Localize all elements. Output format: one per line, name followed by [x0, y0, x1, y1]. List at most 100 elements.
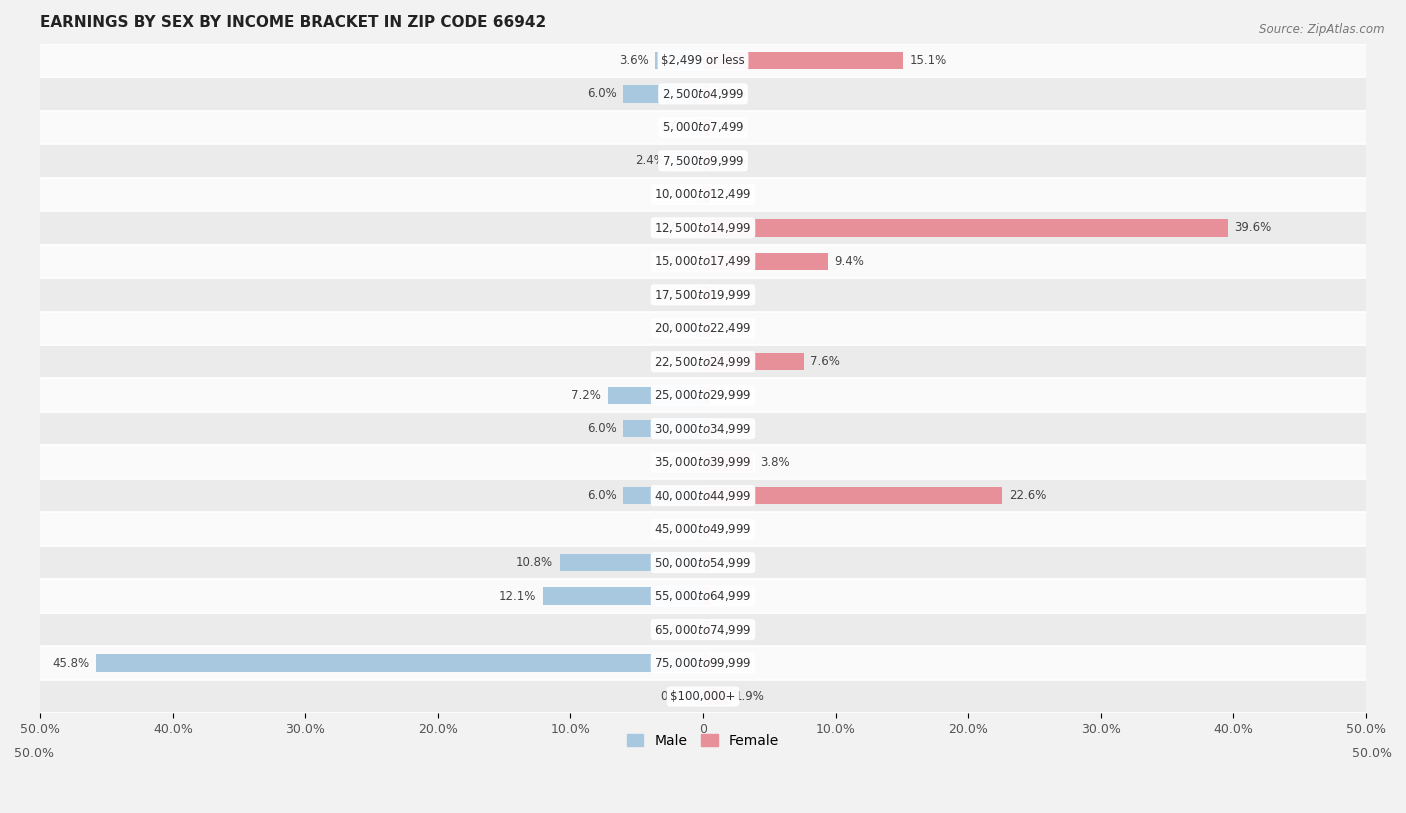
Text: 0.0%: 0.0%: [716, 657, 745, 670]
Text: 0.0%: 0.0%: [716, 87, 745, 100]
Text: $25,000 to $29,999: $25,000 to $29,999: [654, 389, 752, 402]
Text: 45.8%: 45.8%: [52, 657, 90, 670]
Bar: [623, 487, 703, 504]
Bar: [41, 211, 1365, 245]
Text: 3.6%: 3.6%: [619, 54, 648, 67]
Bar: [41, 278, 1365, 311]
Text: $20,000 to $22,499: $20,000 to $22,499: [654, 321, 752, 335]
Text: $75,000 to $99,999: $75,000 to $99,999: [654, 656, 752, 670]
Bar: [703, 454, 754, 471]
Bar: [696, 119, 703, 136]
Bar: [703, 185, 710, 203]
Text: $55,000 to $64,999: $55,000 to $64,999: [654, 589, 752, 603]
Bar: [41, 311, 1365, 345]
Text: $45,000 to $49,999: $45,000 to $49,999: [654, 522, 752, 536]
Bar: [671, 152, 703, 170]
Bar: [41, 345, 1365, 379]
Text: 0.0%: 0.0%: [661, 254, 690, 267]
Bar: [703, 654, 710, 672]
Text: 6.0%: 6.0%: [588, 422, 617, 435]
Text: 0.0%: 0.0%: [716, 289, 745, 302]
Text: 0.0%: 0.0%: [716, 623, 745, 636]
Text: 39.6%: 39.6%: [1234, 221, 1271, 234]
Bar: [41, 177, 1365, 211]
Text: 0.0%: 0.0%: [661, 322, 690, 335]
Text: $40,000 to $44,999: $40,000 to $44,999: [654, 489, 752, 502]
Bar: [703, 52, 903, 69]
Bar: [543, 588, 703, 605]
Text: 2.4%: 2.4%: [634, 154, 665, 167]
Text: 50.0%: 50.0%: [14, 747, 53, 760]
Text: 0.0%: 0.0%: [716, 121, 745, 134]
Bar: [703, 286, 710, 303]
Text: 0.0%: 0.0%: [661, 221, 690, 234]
Bar: [703, 152, 710, 170]
Bar: [41, 512, 1365, 546]
Bar: [607, 386, 703, 404]
Text: EARNINGS BY SEX BY INCOME BRACKET IN ZIP CODE 66942: EARNINGS BY SEX BY INCOME BRACKET IN ZIP…: [41, 15, 547, 30]
Bar: [703, 420, 710, 437]
Bar: [41, 446, 1365, 479]
Text: $22,500 to $24,999: $22,500 to $24,999: [654, 354, 752, 369]
Text: 0.0%: 0.0%: [716, 523, 745, 536]
Text: 0.0%: 0.0%: [716, 422, 745, 435]
Text: $30,000 to $34,999: $30,000 to $34,999: [654, 422, 752, 436]
Bar: [696, 520, 703, 538]
Bar: [560, 554, 703, 572]
Text: 0.0%: 0.0%: [661, 355, 690, 368]
Text: $15,000 to $17,499: $15,000 to $17,499: [654, 254, 752, 268]
Text: 0.0%: 0.0%: [661, 455, 690, 468]
Text: $35,000 to $39,999: $35,000 to $39,999: [654, 455, 752, 469]
Bar: [703, 487, 1002, 504]
Bar: [41, 44, 1365, 77]
Bar: [696, 253, 703, 270]
Bar: [696, 286, 703, 303]
Text: 0.0%: 0.0%: [716, 589, 745, 602]
Bar: [41, 646, 1365, 680]
Text: $10,000 to $12,499: $10,000 to $12,499: [654, 187, 752, 202]
Text: 12.1%: 12.1%: [499, 589, 536, 602]
Text: 3.8%: 3.8%: [761, 455, 790, 468]
Text: $2,500 to $4,999: $2,500 to $4,999: [662, 87, 744, 101]
Text: 0.0%: 0.0%: [716, 322, 745, 335]
Bar: [696, 320, 703, 337]
Bar: [703, 554, 710, 572]
Text: $50,000 to $54,999: $50,000 to $54,999: [654, 555, 752, 570]
Text: 7.6%: 7.6%: [810, 355, 841, 368]
Text: 0.0%: 0.0%: [661, 121, 690, 134]
Text: $7,500 to $9,999: $7,500 to $9,999: [662, 154, 744, 167]
Bar: [703, 353, 804, 371]
Bar: [41, 379, 1365, 412]
Bar: [41, 144, 1365, 177]
Bar: [696, 353, 703, 371]
Bar: [655, 52, 703, 69]
Bar: [703, 386, 710, 404]
Bar: [41, 111, 1365, 144]
Bar: [41, 613, 1365, 646]
Bar: [703, 220, 1227, 237]
Text: 6.0%: 6.0%: [588, 87, 617, 100]
Text: 0.0%: 0.0%: [716, 188, 745, 201]
Bar: [623, 420, 703, 437]
Bar: [41, 77, 1365, 111]
Bar: [41, 546, 1365, 580]
Text: 1.9%: 1.9%: [735, 690, 765, 703]
Bar: [703, 588, 710, 605]
Bar: [623, 85, 703, 102]
Bar: [703, 320, 710, 337]
Text: $65,000 to $74,999: $65,000 to $74,999: [654, 623, 752, 637]
Text: $17,500 to $19,999: $17,500 to $19,999: [654, 288, 752, 302]
Text: 0.0%: 0.0%: [661, 690, 690, 703]
Text: 0.0%: 0.0%: [661, 623, 690, 636]
Bar: [696, 454, 703, 471]
Text: $100,000+: $100,000+: [671, 690, 735, 703]
Bar: [703, 85, 710, 102]
Text: 9.4%: 9.4%: [834, 254, 865, 267]
Text: 15.1%: 15.1%: [910, 54, 948, 67]
Text: 0.0%: 0.0%: [716, 389, 745, 402]
Text: 50.0%: 50.0%: [1353, 747, 1392, 760]
Text: 22.6%: 22.6%: [1010, 489, 1046, 502]
Bar: [41, 479, 1365, 512]
Bar: [696, 688, 703, 705]
Text: $5,000 to $7,499: $5,000 to $7,499: [662, 120, 744, 134]
